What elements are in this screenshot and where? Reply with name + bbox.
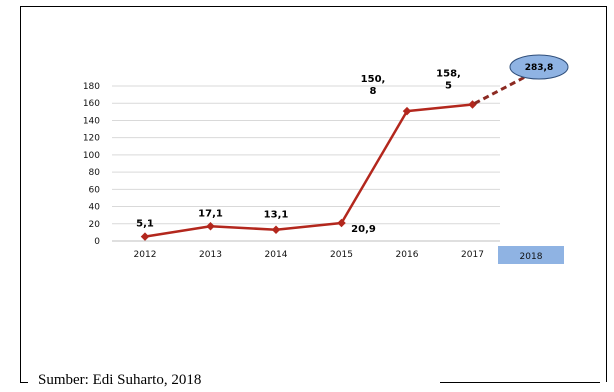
data-point bbox=[402, 106, 412, 116]
series-line bbox=[140, 100, 477, 241]
y-tick-label: 60 bbox=[89, 185, 101, 195]
y-tick-label: 120 bbox=[83, 134, 100, 144]
data-label: 158, 5 bbox=[436, 69, 461, 92]
projection-year-label: 2018 bbox=[520, 252, 543, 262]
x-tick-label: 2017 bbox=[461, 250, 484, 260]
projection-dashed-line bbox=[473, 75, 526, 105]
x-tick-label: 2013 bbox=[199, 250, 222, 260]
y-tick-label: 140 bbox=[83, 116, 100, 126]
data-labels: 5,1 17,1 13,1 20,9 150, 8 158, 5 bbox=[136, 69, 461, 235]
projection: 283,8 bbox=[473, 54, 569, 105]
y-tick-label: 160 bbox=[83, 99, 100, 109]
x-tick-label: 2014 bbox=[265, 250, 288, 260]
x-tick-label: 2012 bbox=[134, 250, 157, 260]
y-tick-label: 80 bbox=[89, 168, 101, 178]
projection-year-box bbox=[498, 246, 564, 264]
y-tick-label: 20 bbox=[89, 220, 101, 230]
x-tick-label: 2016 bbox=[396, 250, 419, 260]
data-point bbox=[271, 225, 281, 234]
series-line-path bbox=[144, 103, 473, 238]
y-axis-ticks: 0 20 40 60 80 100 120 140 160 180 bbox=[83, 82, 100, 247]
data-label: 150, 8 bbox=[361, 74, 386, 97]
y-tick-label: 180 bbox=[83, 82, 100, 92]
y-tick-label: 40 bbox=[89, 203, 101, 213]
data-label: 13,1 bbox=[264, 210, 289, 221]
projection-value-label: 283,8 bbox=[525, 63, 553, 73]
data-label: 20,9 bbox=[351, 224, 376, 235]
y-tick-label: 100 bbox=[83, 151, 100, 161]
data-label: 5,1 bbox=[136, 219, 154, 230]
source-caption: Sumber: Edi Suharto, 2018 bbox=[38, 372, 202, 388]
y-tick-label: 0 bbox=[94, 237, 100, 247]
projection-bubble bbox=[509, 54, 569, 80]
data-point bbox=[206, 222, 215, 231]
grid-lines bbox=[112, 85, 500, 242]
data-point bbox=[140, 232, 150, 241]
x-tick-label: 2015 bbox=[330, 250, 353, 260]
data-point bbox=[337, 218, 346, 228]
data-label: 17,1 bbox=[198, 208, 223, 219]
x-axis-ticks: 2012 2013 2014 2015 2016 2017 2018 bbox=[134, 246, 564, 264]
